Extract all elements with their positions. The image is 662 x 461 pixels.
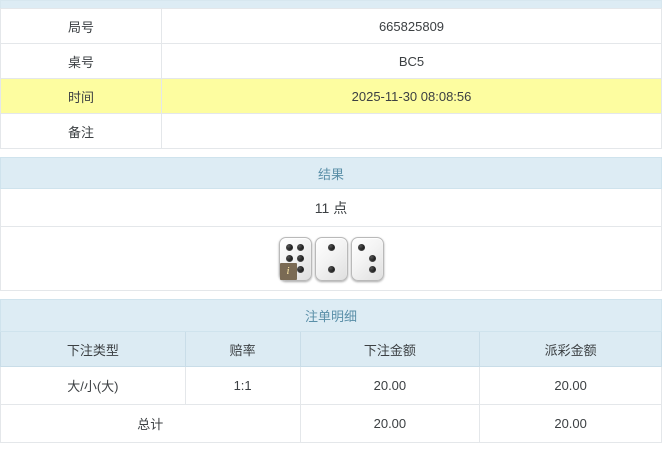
die-pip (327, 265, 335, 273)
cell-payout: 20.00 (479, 366, 662, 405)
col-header-bet-amount: 下注金额 (299, 331, 481, 367)
bet-total-row: 总计 20.00 20.00 (0, 404, 662, 443)
die-3-face-3 (350, 236, 384, 281)
result-table: 结果 11 点 i (0, 157, 662, 291)
section-gap-1 (0, 149, 662, 157)
result-header-row: 结果 (0, 157, 662, 189)
table-row: 大/小(大) 1:1 20.00 20.00 (0, 366, 662, 405)
top-band (0, 0, 662, 8)
total-payout: 20.00 (479, 404, 662, 443)
info-badge-icon[interactable]: i (279, 262, 297, 280)
die-pip (358, 244, 366, 252)
die-empty-slot (358, 255, 365, 262)
col-header-payout: 派彩金额 (479, 331, 662, 367)
info-value-table: BC5 (161, 43, 662, 79)
cell-bet-amount: 20.00 (299, 366, 481, 405)
die-pip (296, 265, 304, 273)
die-pip (327, 244, 335, 252)
info-row-remark: 备注 (0, 113, 662, 149)
die-pip (286, 254, 294, 262)
col-header-bet-type: 下注类型 (0, 331, 186, 367)
info-row-round: 局号 665825809 (0, 8, 662, 44)
bet-column-header-row: 下注类型 赔率 下注金额 派彩金额 (0, 331, 662, 367)
die-empty-slot (358, 266, 365, 273)
bet-title-row: 注单明细 (0, 299, 662, 332)
die-2-face-2 (314, 236, 348, 281)
total-label: 总计 (0, 404, 301, 443)
die-1-face-6: i (278, 236, 312, 281)
dice-group: i (1, 227, 661, 290)
cell-bet-type: 大/小(大) (0, 366, 186, 405)
die-pip (286, 244, 294, 252)
info-row-time: 时间 2025-11-30 08:08:56 (0, 78, 662, 114)
die-pip (296, 244, 304, 252)
info-row-table: 桌号 BC5 (0, 43, 662, 79)
info-value-round: 665825809 (161, 8, 662, 44)
info-label-table: 桌号 (0, 43, 162, 79)
die-pip (296, 254, 304, 262)
info-label-round: 局号 (0, 8, 162, 44)
die-pip (368, 265, 376, 273)
section-gap-2 (0, 291, 662, 299)
total-bet-amount: 20.00 (299, 404, 481, 443)
result-header-label: 结果 (0, 157, 662, 189)
info-value-remark (161, 113, 662, 149)
info-label-remark: 备注 (0, 113, 162, 149)
die-empty-slot (369, 244, 376, 251)
bet-title-label: 注单明细 (0, 299, 662, 332)
col-header-odds: 赔率 (184, 331, 301, 367)
round-info-table: 局号 665825809 桌号 BC5 时间 2025-11-30 08:08:… (0, 8, 662, 149)
bet-details-table: 注单明细 下注类型 赔率 下注金额 派彩金额 大/小(大) 1:1 20.00 … (0, 299, 662, 443)
info-label-time: 时间 (0, 78, 162, 114)
result-points-value: 11 点 (0, 188, 662, 227)
result-dice-row: i (0, 226, 662, 291)
result-points-row: 11 点 (0, 188, 662, 227)
die-empty-slot (328, 255, 335, 262)
die-pip (368, 254, 376, 262)
cell-odds: 1:1 (184, 366, 301, 405)
result-dice-cell: i (0, 226, 662, 291)
info-value-time: 2025-11-30 08:08:56 (161, 78, 662, 114)
